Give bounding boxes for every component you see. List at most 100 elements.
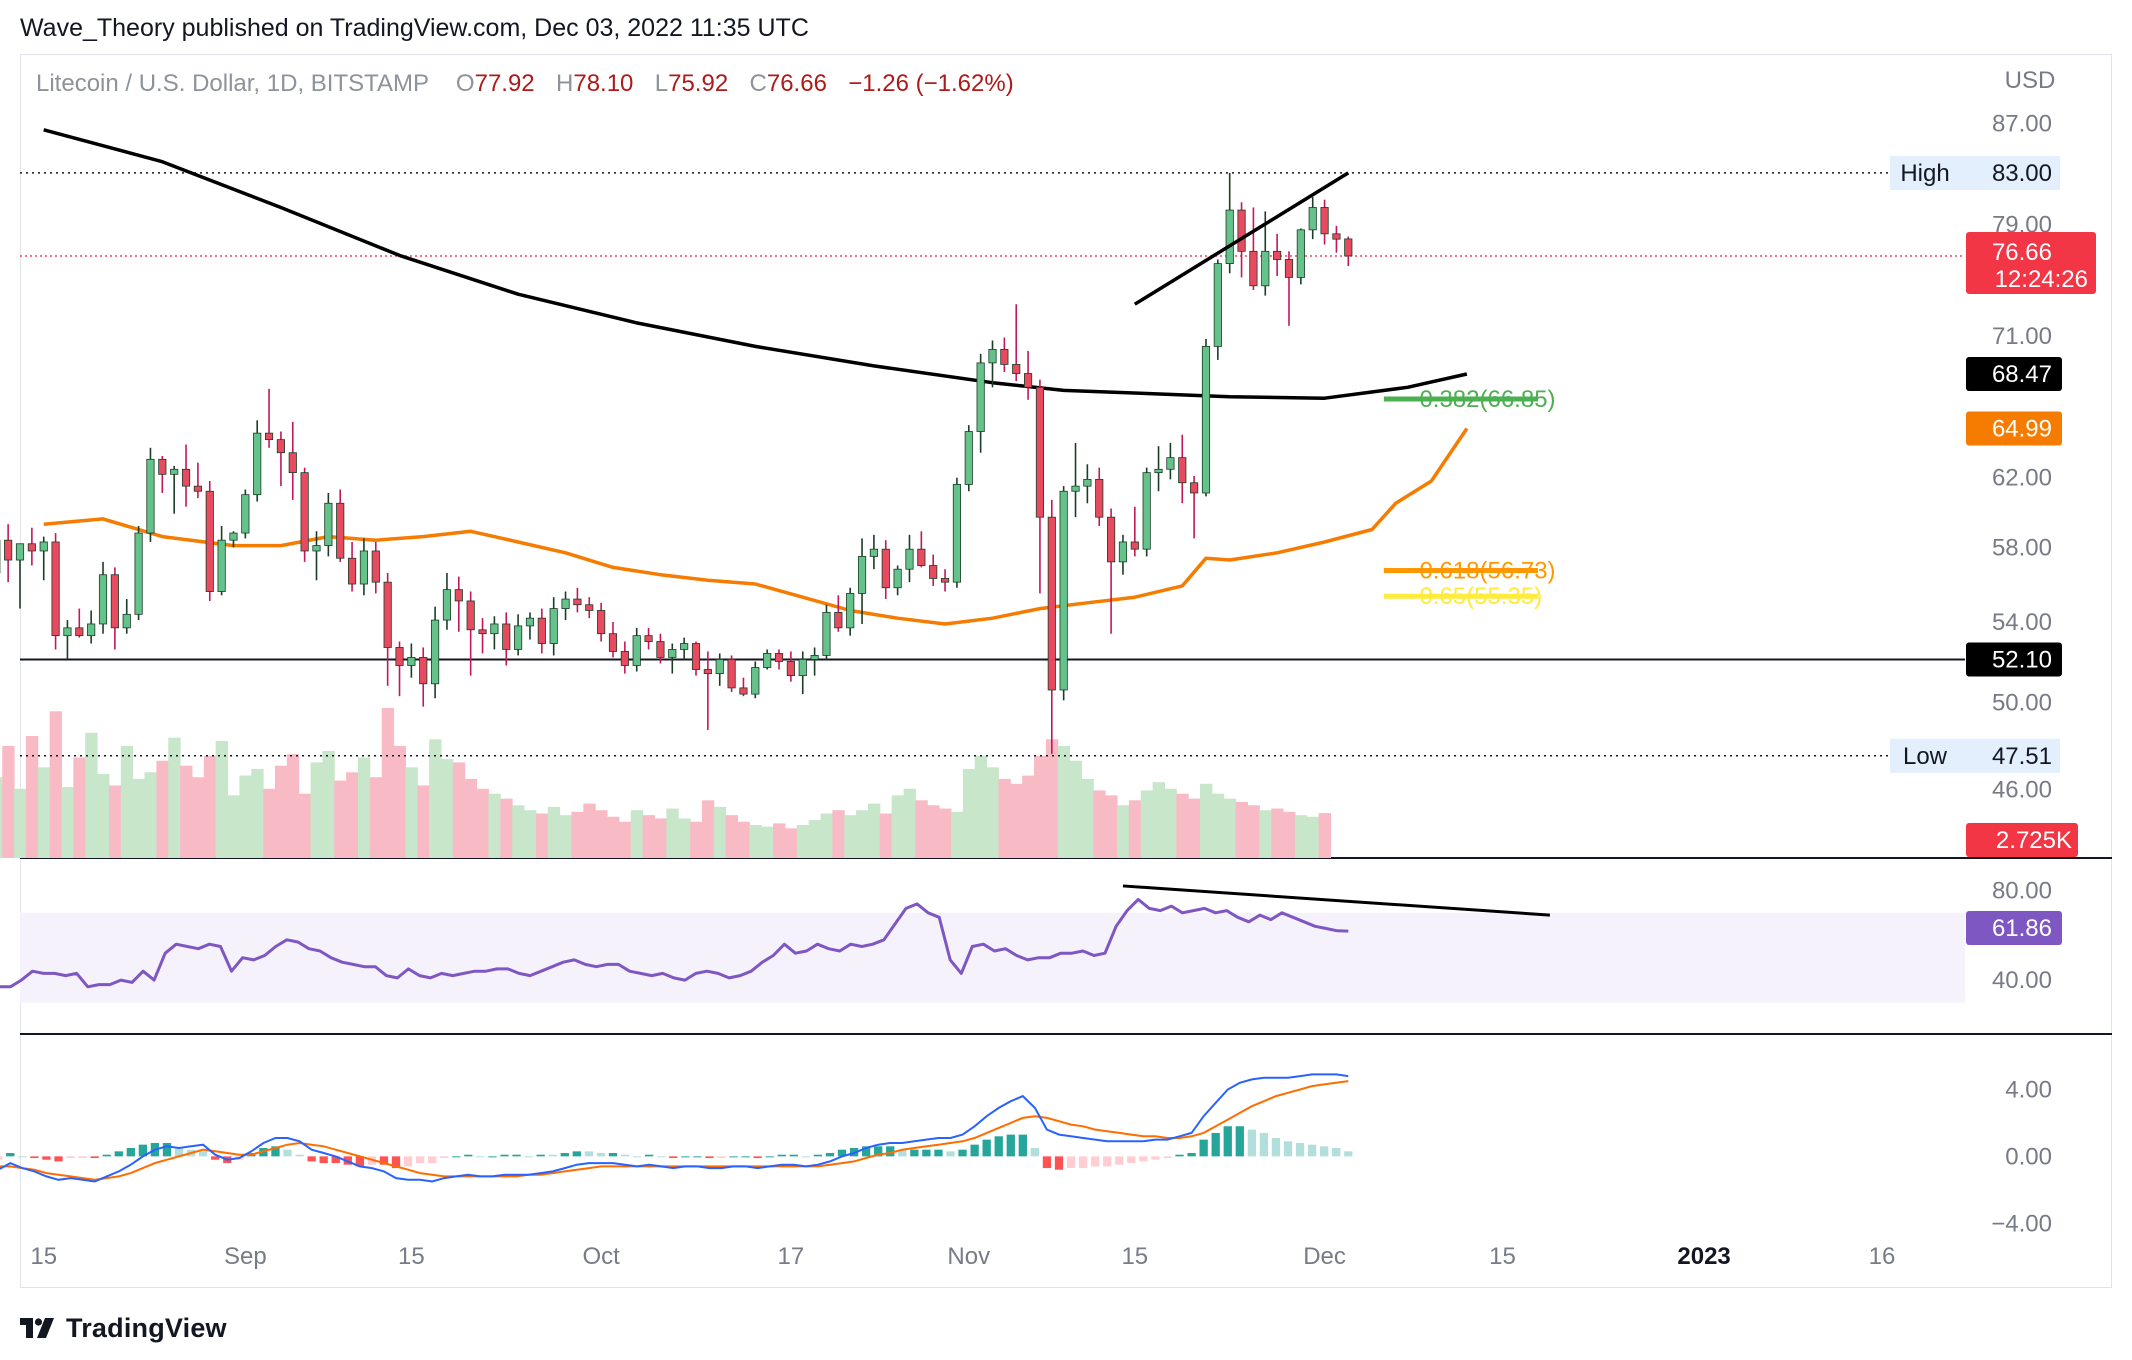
candle (976, 362, 985, 432)
candle (1178, 457, 1187, 484)
volume-bar (1176, 793, 1189, 858)
macd-histogram-bar (837, 1149, 847, 1157)
volume-bar (500, 798, 513, 858)
volume-bar (263, 788, 276, 858)
macd-histogram-bar (620, 1154, 630, 1157)
legend-close-key: C (749, 70, 767, 97)
candle (715, 659, 724, 674)
time-axis-label: 15 (30, 1243, 57, 1270)
volume-bar (939, 808, 952, 858)
volume-bar (108, 785, 122, 858)
rsi-band (20, 912, 1965, 1003)
time-axis-label: Oct (582, 1243, 620, 1270)
volume-bar (369, 777, 383, 858)
tradingview-logo-icon[interactable] (20, 1316, 56, 1340)
candle (502, 623, 511, 650)
rsi-badge (1966, 911, 2062, 945)
volume-bar (796, 825, 810, 858)
candle (312, 545, 321, 552)
candle (751, 667, 760, 695)
macd-histogram-bar (271, 1146, 280, 1157)
macd-histogram-bar (18, 1156, 27, 1158)
macd-histogram-bar (283, 1149, 292, 1157)
candle (1035, 386, 1045, 518)
macd-histogram-bar (741, 1156, 750, 1158)
candle (253, 432, 262, 496)
volume-bar (1022, 775, 1035, 858)
candle (929, 565, 938, 579)
level-label: High (1900, 160, 1949, 187)
macd-histogram-bar (729, 1156, 738, 1158)
volume-bar (441, 759, 454, 858)
candle (763, 653, 772, 668)
candle (75, 627, 84, 637)
volume-bar (1164, 788, 1177, 858)
macd-histogram-bar (922, 1149, 931, 1157)
symbol-legend: Litecoin / U.S. Dollar, 1D, BITSTAMP O77… (36, 70, 1014, 98)
macd-histogram-bar (524, 1156, 533, 1158)
candle (632, 635, 641, 666)
legend-high: 78.10 (573, 70, 634, 97)
macd-histogram-bar (644, 1154, 654, 1157)
volume-bar (1045, 739, 1059, 858)
candle (691, 643, 701, 670)
candle (1118, 541, 1128, 563)
time-axis-label: 15 (1489, 1243, 1516, 1270)
volume-bar (535, 813, 549, 858)
footer-brand[interactable]: TradingView (66, 1312, 227, 1343)
candle (1166, 457, 1175, 470)
candle (395, 647, 404, 666)
candle (347, 557, 357, 585)
macd-histogram-bar (512, 1154, 521, 1157)
macd-histogram-bar (307, 1156, 316, 1162)
macd-histogram-bar (669, 1156, 678, 1159)
macd-histogram-bar (162, 1142, 172, 1157)
rsi-value: 61.86 (1992, 915, 2052, 942)
ma-badge-long (1966, 356, 2062, 391)
candle (846, 592, 855, 629)
volume-bar (950, 811, 964, 858)
volume-bar (962, 768, 976, 858)
price-axis-tick: 87.00 (1992, 111, 2052, 138)
macd-histogram-bar (1223, 1126, 1232, 1157)
ma-badge-ema (1966, 411, 2062, 446)
volume-bar (14, 788, 27, 858)
candle (466, 600, 475, 631)
candle (680, 643, 689, 650)
candle (608, 633, 618, 652)
macd-histogram-bar (452, 1156, 461, 1158)
volume-bar (203, 755, 217, 858)
candle (442, 589, 452, 621)
candle (1225, 209, 1234, 264)
time-axis-label: 17 (778, 1243, 805, 1270)
legend-low-key: L (654, 70, 669, 97)
macd-histogram-bar (295, 1154, 304, 1157)
volume-bar (808, 820, 822, 858)
volume-bar (286, 754, 300, 858)
volume-bar (512, 805, 525, 858)
candle (490, 623, 499, 635)
macd-histogram-bar (6, 1153, 15, 1157)
macd-histogram-bar (1103, 1156, 1112, 1167)
macd-histogram-bar (765, 1156, 774, 1158)
macd-histogram-bar (1259, 1132, 1269, 1157)
candle (1154, 468, 1163, 474)
candle (27, 543, 36, 552)
candle (893, 568, 902, 589)
volume-bar (879, 813, 893, 858)
volume-bar (630, 810, 644, 858)
volume-bar (215, 740, 229, 858)
candle (798, 659, 807, 677)
candle (431, 619, 440, 685)
fib-level-label: 0.618(56.73) (1419, 557, 1555, 584)
volume-bar (547, 806, 561, 858)
volume-bar (1010, 783, 1023, 858)
candle (1320, 207, 1329, 235)
volume-bar (346, 772, 359, 858)
macd-histogram-bar (813, 1154, 823, 1157)
legend-symbol[interactable]: Litecoin / U.S. Dollar, 1D, BITSTAMP (36, 70, 429, 97)
candle (276, 439, 285, 454)
candle (264, 432, 274, 441)
volume-bar (1247, 805, 1260, 858)
